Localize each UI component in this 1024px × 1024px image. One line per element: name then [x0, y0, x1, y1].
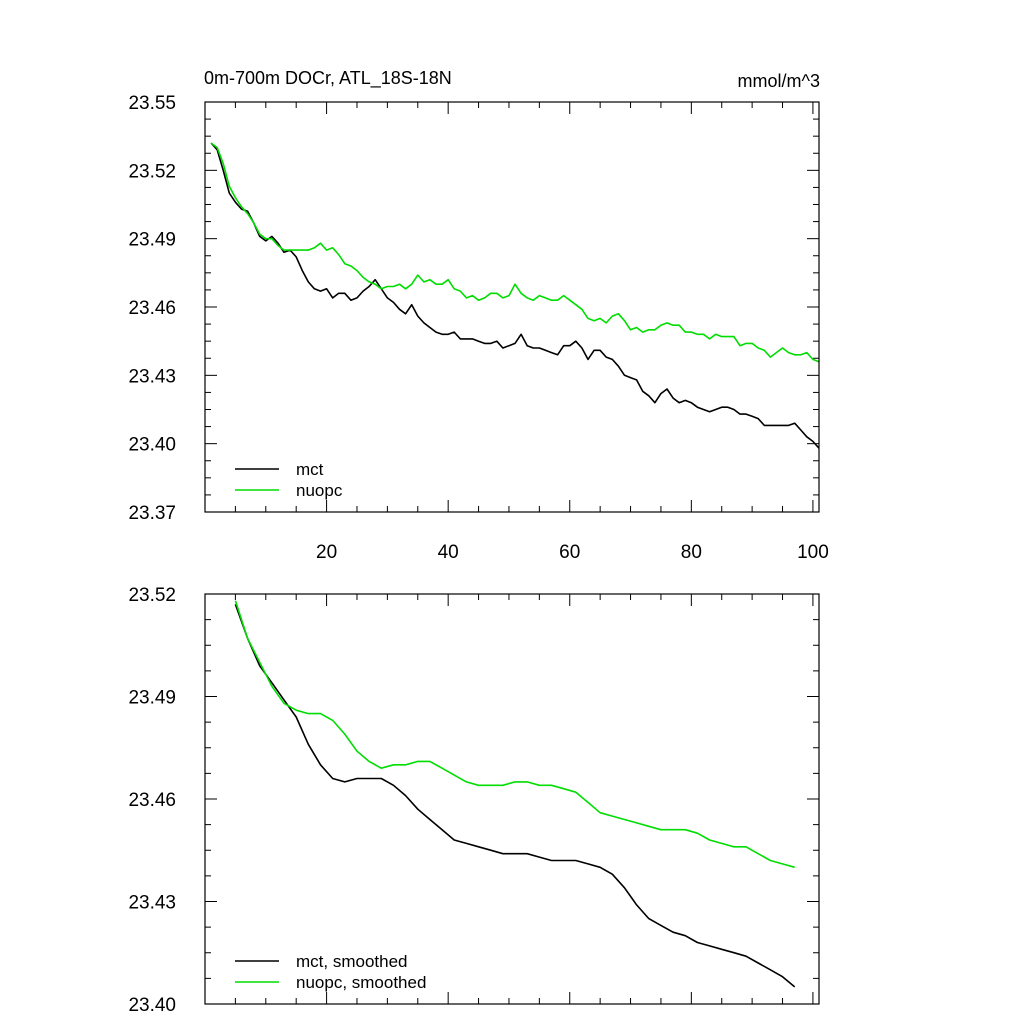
legend-label-nuopc: nuopc [296, 481, 343, 500]
top-plot-frame [204, 101, 820, 513]
bottom-plot-frame [204, 593, 820, 1005]
bottom-panel: 23.40 23.43 23.46 23.49 23.52 mct, smoothed … [128, 585, 820, 1016]
x-tick-label: 60 [559, 542, 580, 563]
y-tick-label: 23.46 [128, 298, 176, 319]
y-tick-label: 23.55 [128, 93, 176, 114]
bottom-axis-ticks [205, 593, 819, 1005]
series-line-nuopc [210, 142, 820, 363]
top-x-tick-labels: 20 40 60 80 100 [316, 542, 829, 563]
top-y-tick-labels: 23.37 23.40 23.43 23.46 23.49 23.52 23.55 [128, 93, 176, 524]
top-panel: 0m-700m DOCr, ATL_18S-18N mmol/m^3 23.37… [128, 68, 828, 563]
top-axis-ticks [205, 101, 819, 513]
legend-label-nuopc-smoothed: nuopc, smoothed [296, 973, 426, 992]
top-legend: mct nuopc [235, 460, 343, 500]
y-tick-label: 23.40 [128, 435, 176, 456]
y-tick-label: 23.49 [128, 688, 176, 709]
top-series-lines [210, 142, 820, 449]
units-label: mmol/m^3 [738, 71, 820, 91]
legend-label-mct-smoothed: mct, smoothed [296, 952, 408, 971]
x-tick-label: 100 [797, 542, 829, 563]
legend-label-mct: mct [296, 460, 324, 479]
x-tick-label: 40 [438, 542, 459, 563]
y-tick-label: 23.52 [128, 161, 176, 182]
x-tick-label: 20 [316, 542, 337, 563]
x-tick-label: 80 [681, 542, 702, 563]
chart-title: 0m-700m DOCr, ATL_18S-18N [204, 68, 452, 89]
y-tick-label: 23.52 [128, 585, 176, 606]
y-tick-label: 23.37 [128, 503, 176, 524]
bottom-series-lines [234, 600, 796, 988]
series-line-mct [210, 142, 820, 449]
series-line-nuopc-smoothed [234, 600, 795, 869]
y-tick-label: 23.43 [128, 893, 176, 914]
y-tick-label: 23.43 [128, 366, 176, 387]
bottom-y-tick-labels: 23.40 23.43 23.46 23.49 23.52 [128, 585, 176, 1016]
y-tick-label: 23.49 [128, 230, 176, 251]
bottom-legend: mct, smoothed nuopc, smoothed [235, 952, 426, 992]
y-tick-label: 23.40 [128, 995, 176, 1016]
series-line-mct-smoothed [234, 604, 796, 988]
y-tick-label: 23.46 [128, 790, 176, 811]
